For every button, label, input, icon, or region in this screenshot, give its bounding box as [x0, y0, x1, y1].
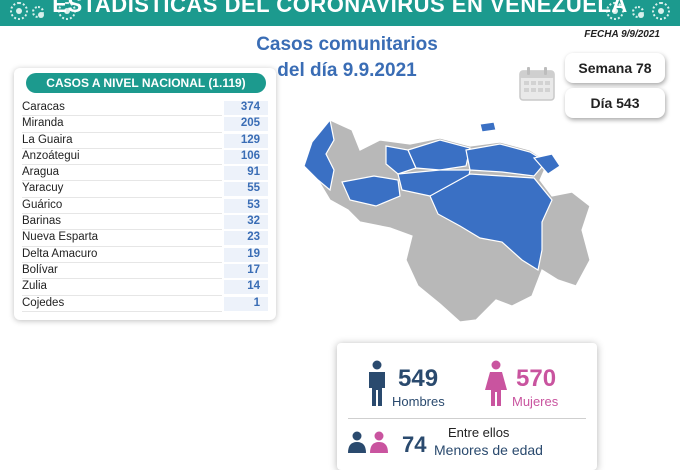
- state-cases: 129: [224, 133, 268, 148]
- venezuela-map: [303, 118, 591, 323]
- state-name: Guárico: [22, 198, 63, 211]
- state-name: Barinas: [22, 215, 61, 228]
- header-banner: ESTADÍSTICAS DEL CORONAVIRUS EN VENEZUEL…: [0, 0, 680, 26]
- state-name: Bolívar: [22, 263, 58, 276]
- row-divider: [22, 310, 222, 312]
- table-row: Bolívar 17: [22, 263, 268, 280]
- cases-table-rows: Caracas 374 Miranda 205 La Guaira 129 Anzoáteg…: [22, 100, 268, 312]
- state-cases: 53: [224, 198, 268, 213]
- state-name: Zulia: [22, 280, 47, 293]
- state-cases: 374: [224, 101, 268, 115]
- table-row: Yaracuy 55: [22, 181, 268, 198]
- state-name: La Guaira: [22, 133, 73, 146]
- virus-icon: [58, 2, 76, 20]
- map-state-delta: [532, 153, 561, 175]
- state-cases: 55: [224, 182, 268, 197]
- men-count: 549: [398, 365, 439, 392]
- table-row: Anzoátegui 106: [22, 149, 268, 166]
- woman-icon: [485, 360, 507, 406]
- map-state-barinas-cojedes: [341, 175, 401, 207]
- minors-prefix: Entre ellos: [448, 425, 510, 440]
- state-cases: 106: [224, 149, 268, 164]
- map-state-yaracuy-aragua: [385, 145, 417, 175]
- state-cases: 32: [224, 215, 268, 230]
- state-name: Yaracuy: [22, 182, 64, 195]
- women-label: Mujeres: [512, 394, 559, 409]
- table-row: Nueva Esparta 23: [22, 230, 268, 247]
- row-divider: [22, 131, 222, 133]
- headline-line-1: Casos comunitarios: [256, 34, 438, 55]
- table-row: Guárico 53: [22, 198, 268, 215]
- report-date: FECHA 9/9/2021: [584, 29, 660, 40]
- row-divider: [22, 294, 222, 296]
- table-row: Zulia 14: [22, 279, 268, 296]
- divider: [348, 418, 586, 419]
- table-row: Caracas 374: [22, 100, 268, 117]
- day-counter: Día 543: [565, 88, 665, 118]
- state-name: Aragua: [22, 166, 60, 179]
- state-cases: 205: [224, 117, 268, 132]
- state-name: Delta Amacuro: [22, 247, 98, 260]
- map-state-nueva-esparta: [479, 121, 497, 133]
- map-state-anzoategui: [465, 143, 547, 177]
- men-label: Hombres: [392, 394, 445, 409]
- state-name: Cojedes: [22, 296, 65, 309]
- row-divider: [22, 213, 222, 215]
- table-row: Delta Amacuro 19: [22, 247, 268, 263]
- man-icon: [369, 360, 385, 406]
- row-divider: [22, 245, 222, 247]
- week-counter: Semana 78: [565, 53, 665, 83]
- map-state-central: [407, 139, 471, 171]
- cases-table-title: CASOS A NIVEL NACIONAL (1.119): [26, 73, 266, 93]
- women-count: 570: [516, 365, 557, 392]
- row-divider: [22, 180, 222, 182]
- table-row: Cojedes 1: [22, 296, 268, 312]
- state-cases: 91: [224, 166, 268, 181]
- state-cases: 23: [224, 231, 268, 246]
- state-cases: 1: [224, 296, 268, 311]
- row-divider: [22, 147, 222, 149]
- map-state-bolivar: [429, 173, 553, 271]
- calendar-icon: [519, 67, 555, 101]
- row-divider: [22, 261, 222, 263]
- table-row: Aragua 91: [22, 165, 268, 182]
- table-row: Miranda 205: [22, 116, 268, 133]
- people-icon: [348, 431, 388, 453]
- state-name: Miranda: [22, 117, 64, 130]
- state-name: Anzoátegui: [22, 149, 80, 162]
- virus-icon: [606, 2, 624, 20]
- virus-icon: [632, 6, 644, 18]
- row-divider: [22, 196, 222, 198]
- row-divider: [22, 229, 222, 231]
- state-cases: 14: [224, 280, 268, 295]
- state-name: Caracas: [22, 101, 65, 113]
- virus-icon: [652, 2, 670, 20]
- table-row: La Guaira 129: [22, 133, 268, 149]
- virus-icon: [10, 2, 28, 20]
- state-name: Nueva Esparta: [22, 231, 99, 244]
- minors-label: Menores de edad: [434, 442, 543, 458]
- row-divider: [22, 115, 222, 117]
- table-row: Barinas 32: [22, 214, 268, 231]
- virus-icon: [32, 6, 44, 18]
- row-divider: [22, 164, 222, 166]
- minors-count: 74: [402, 432, 427, 457]
- row-divider: [22, 278, 222, 280]
- headline-line-2: del día 9.9.2021: [277, 60, 417, 81]
- map-state-zulia: [303, 118, 335, 192]
- headline: Casos comunitarios del día 9.9.2021: [232, 32, 462, 84]
- state-cases: 17: [224, 263, 268, 278]
- page-title: ESTADÍSTICAS DEL CORONAVIRUS EN VENEZUEL…: [52, 0, 628, 17]
- state-cases: 19: [224, 247, 268, 262]
